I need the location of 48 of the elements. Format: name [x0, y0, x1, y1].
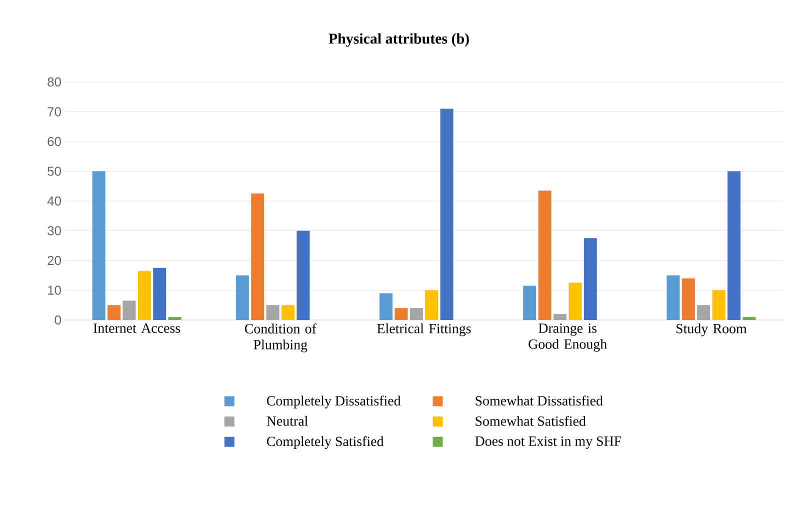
bar — [168, 317, 182, 320]
y-tick-label: 60 — [48, 136, 61, 146]
bar — [394, 308, 408, 320]
legend-label: Completely Dissatisfied — [266, 396, 401, 408]
legend-label: Completely Satisfied — [266, 436, 384, 450]
bar — [728, 171, 741, 320]
y-tick-label: 40 — [47, 196, 61, 206]
legend-label: Does not Exist in my SHF — [475, 436, 622, 449]
bar — [251, 194, 264, 320]
y-tick-label: 0 — [54, 315, 61, 325]
x-tick-label: Drainge is Good Enough — [528, 324, 607, 352]
y-tick-label: 80 — [48, 77, 61, 87]
bar — [108, 305, 121, 320]
bar — [742, 317, 756, 320]
y-tick-label: 50 — [48, 166, 61, 176]
bar — [236, 275, 249, 320]
legend-label: Somewhat Dissatisfied — [476, 396, 603, 406]
bar — [92, 171, 106, 320]
y-tick-label: 70 — [48, 107, 61, 116]
legend-label: Neutral — [266, 416, 308, 426]
bar — [282, 305, 295, 320]
bar — [712, 290, 726, 320]
bar — [122, 300, 136, 320]
bar — [410, 308, 423, 320]
bar — [682, 278, 695, 320]
bar — [554, 314, 567, 320]
bar — [666, 275, 680, 320]
bar — [568, 282, 582, 320]
x-tick-label: Study Room — [676, 323, 747, 336]
bar — [425, 290, 438, 320]
bar — [523, 286, 536, 320]
x-tick-label: Internet Access — [94, 323, 180, 333]
legend-label: Somewhat Satisfied — [476, 416, 586, 426]
bar — [138, 270, 151, 320]
y-tick-label: 30 — [48, 226, 61, 236]
bar — [266, 305, 280, 320]
x-tick-label: Condition of Plumbing — [244, 324, 316, 352]
bar — [153, 268, 166, 320]
y-tick-label: 10 — [48, 286, 61, 295]
bar — [380, 293, 393, 320]
chart-title: Physical attributes (b) — [328, 33, 469, 47]
y-tick-label: 20 — [48, 256, 61, 266]
bar — [697, 305, 710, 320]
bar — [296, 230, 310, 320]
bar — [538, 190, 552, 320]
bar — [584, 238, 597, 320]
bar — [440, 108, 454, 320]
x-tick-label: Eletrical Fittings — [377, 323, 471, 336]
